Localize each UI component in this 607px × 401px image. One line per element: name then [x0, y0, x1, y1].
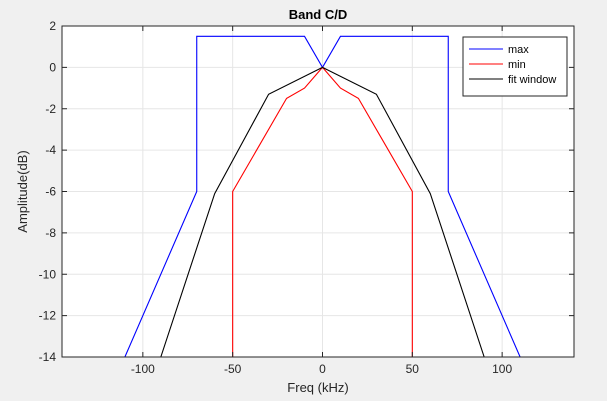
y-tick-label: 2 [49, 19, 56, 33]
y-tick-label: -8 [45, 226, 56, 240]
series-line-fit-window [160, 66, 485, 357]
tick-labels: -100 -50 0 50 100 2 0 -2 -4 -6 -8 -10 -12 -14 [39, 19, 513, 376]
legend-box [462, 36, 568, 97]
legend-entry: max [508, 44, 529, 56]
y-tick-label: -10 [39, 267, 57, 281]
y-tick-label: -12 [39, 309, 57, 323]
y-axis-label: Amplitude(dB) [15, 150, 30, 232]
y-tick-label: -14 [39, 350, 57, 364]
legend-entry: min [508, 59, 526, 71]
chart-title: Band C/D [289, 7, 348, 22]
x-tick-label: 50 [406, 362, 420, 376]
y-tick-label: -2 [45, 102, 56, 116]
x-tick-label: -100 [131, 362, 155, 376]
x-tick-label: 0 [319, 362, 326, 376]
x-tick-label: 100 [492, 362, 512, 376]
y-tick-label: -6 [45, 185, 56, 199]
y-tick-label: -4 [45, 143, 56, 157]
series-lines [124, 35, 521, 357]
x-axis-label: Freq (kHz) [287, 380, 348, 395]
axis-ticks [62, 25, 574, 358]
y-tick-label: 0 [49, 60, 56, 74]
legend-entry: fit window [508, 74, 556, 86]
legend: max min fit window [462, 36, 568, 97]
x-tick-label: -50 [224, 362, 242, 376]
